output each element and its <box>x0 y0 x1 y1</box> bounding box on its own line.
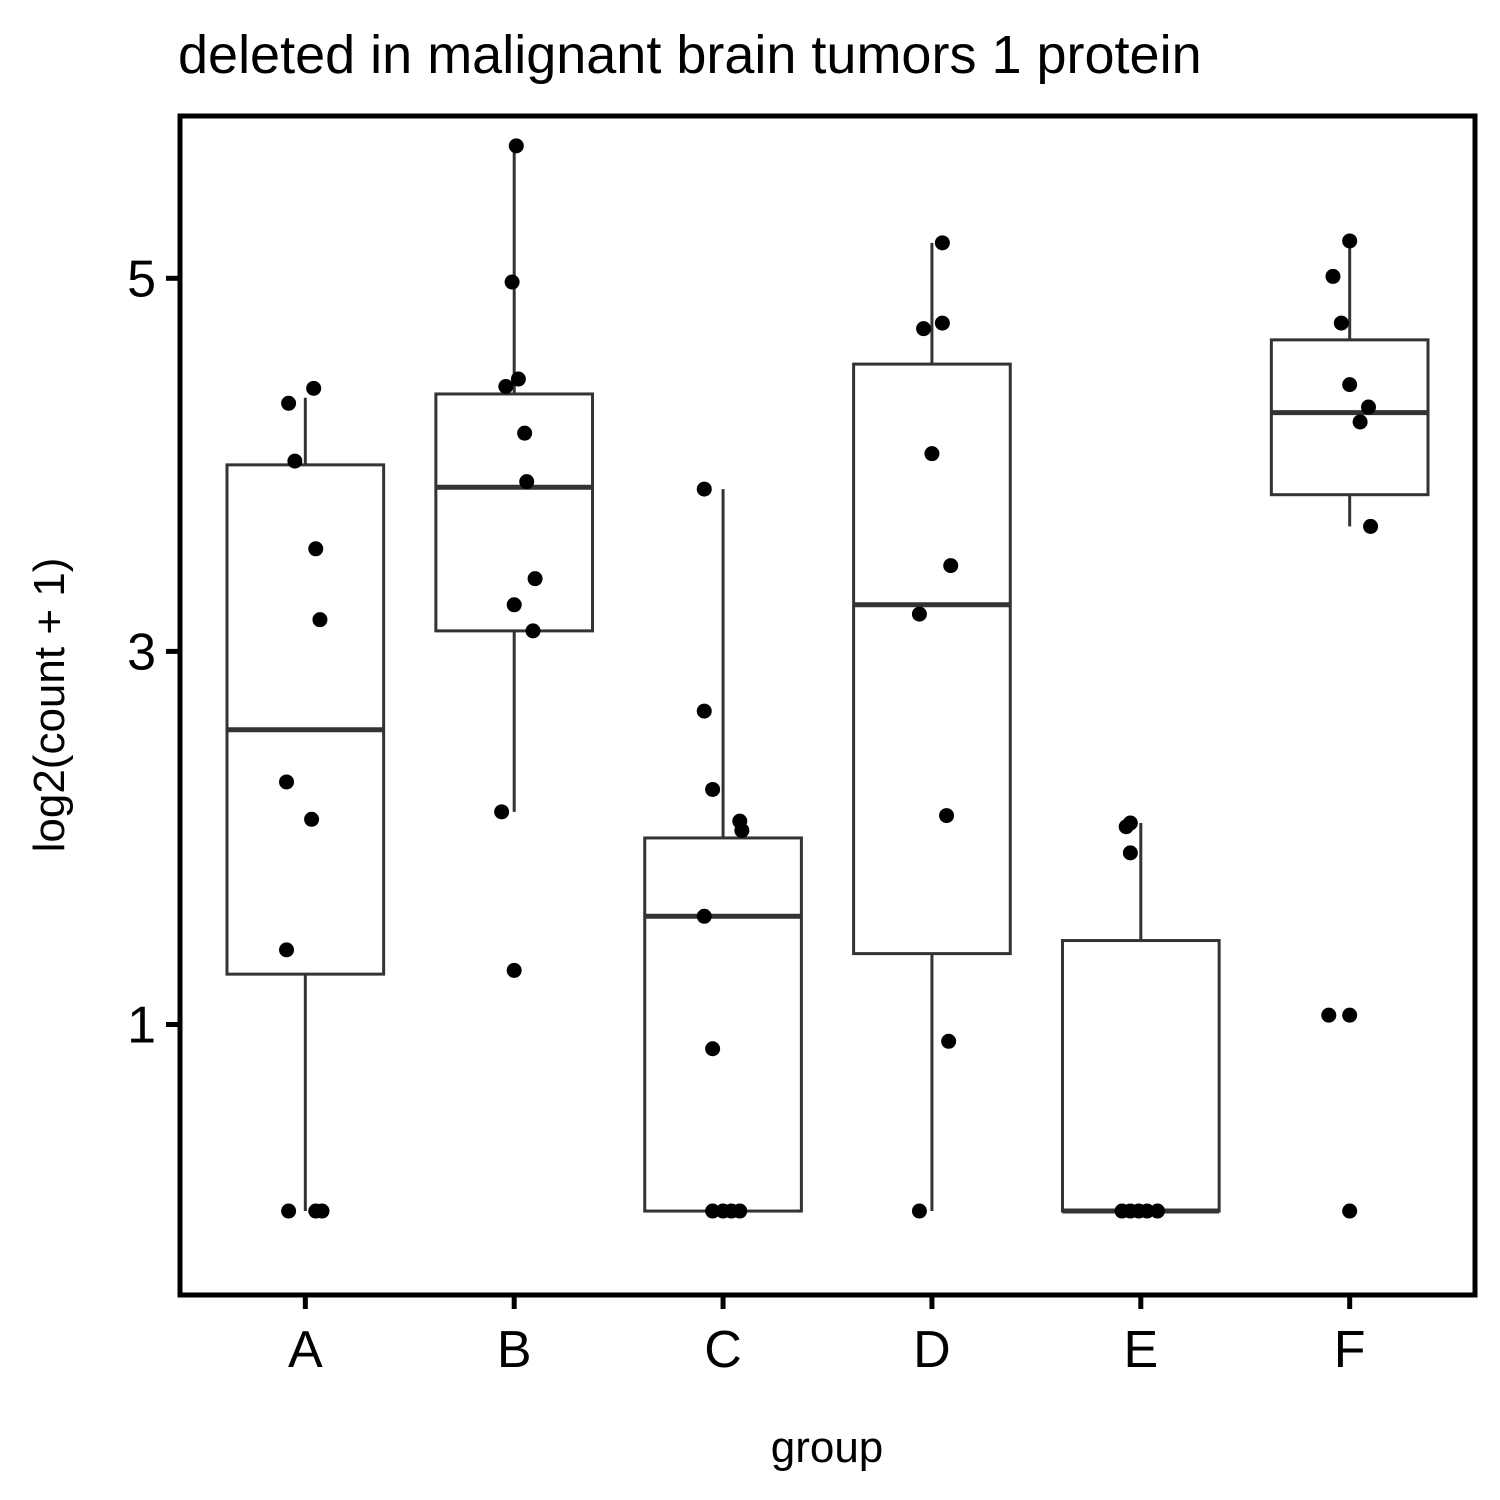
axes: 1 3 5 A B C D E F <box>127 250 1365 1379</box>
data-point <box>705 781 721 797</box>
box-group-C <box>643 489 803 1213</box>
box-iqr <box>1269 338 1430 497</box>
data-point <box>941 1033 957 1049</box>
data-point <box>734 822 750 838</box>
data-point <box>911 1203 927 1219</box>
data-point <box>705 1041 721 1057</box>
data-point <box>527 571 543 587</box>
data-point <box>1360 399 1376 415</box>
data-points <box>279 138 1379 1219</box>
x-tick-label: F <box>1334 1321 1366 1379</box>
x-tick-label: A <box>288 1321 323 1379</box>
x-axis-title: group <box>771 1423 884 1472</box>
data-point <box>1352 414 1368 430</box>
data-point <box>508 138 524 154</box>
data-point <box>705 1203 721 1219</box>
box-group-F <box>1269 240 1430 527</box>
data-point <box>279 942 295 958</box>
data-point <box>696 703 712 719</box>
data-point <box>934 235 950 251</box>
x-tick-label: B <box>497 1321 532 1379</box>
box-group-D <box>852 242 1012 1212</box>
data-point <box>1342 1007 1358 1023</box>
data-point <box>1122 845 1138 861</box>
data-point <box>519 474 535 490</box>
box-iqr <box>852 362 1012 956</box>
data-point <box>1333 315 1349 331</box>
data-point <box>924 446 940 462</box>
data-point <box>1122 815 1138 831</box>
data-point <box>498 378 514 394</box>
chart-title: deleted in malignant brain tumors 1 prot… <box>178 25 1202 85</box>
box-iqr <box>434 392 595 633</box>
y-tick-label: 1 <box>127 997 156 1055</box>
data-point <box>525 623 541 639</box>
x-tick-label: C <box>704 1321 742 1379</box>
y-tick-label: 5 <box>127 250 156 308</box>
data-point <box>696 481 712 497</box>
x-tick-label: D <box>913 1321 951 1379</box>
data-point <box>916 321 932 337</box>
data-point <box>1342 233 1358 249</box>
data-point <box>934 315 950 331</box>
box-iqr <box>1060 939 1221 1213</box>
box-group-B <box>434 145 595 812</box>
box-iqr <box>643 836 803 1213</box>
data-point <box>1139 1203 1155 1219</box>
data-point <box>308 541 324 557</box>
data-point <box>506 962 522 978</box>
data-point <box>911 606 927 622</box>
data-point <box>279 774 295 790</box>
plot-panel-border <box>177 113 1478 1298</box>
data-point <box>281 395 297 411</box>
data-point <box>517 425 533 441</box>
box-group-E <box>1060 823 1221 1214</box>
data-point <box>306 380 322 396</box>
data-point <box>1342 1203 1358 1219</box>
data-point <box>510 371 526 387</box>
data-point <box>1325 268 1341 284</box>
data-point <box>943 558 959 574</box>
data-point <box>506 597 522 613</box>
y-axis-title: log2(count + 1) <box>25 558 74 853</box>
data-point <box>504 274 520 290</box>
box-group-A <box>225 397 386 1212</box>
box-iqr <box>225 463 386 976</box>
data-point <box>939 808 955 824</box>
data-point <box>281 1203 297 1219</box>
data-point <box>312 612 328 628</box>
data-point <box>732 1203 748 1219</box>
data-point <box>1150 1203 1166 1219</box>
data-point <box>287 453 303 469</box>
data-point <box>1363 518 1379 534</box>
data-point <box>304 811 320 827</box>
data-point <box>696 908 712 924</box>
data-point <box>494 804 510 820</box>
data-point <box>314 1203 330 1219</box>
x-tick-label: E <box>1123 1321 1158 1379</box>
data-point <box>1321 1007 1337 1023</box>
data-point <box>1342 377 1358 393</box>
plot-area <box>225 138 1430 1219</box>
y-tick-label: 3 <box>127 623 156 681</box>
